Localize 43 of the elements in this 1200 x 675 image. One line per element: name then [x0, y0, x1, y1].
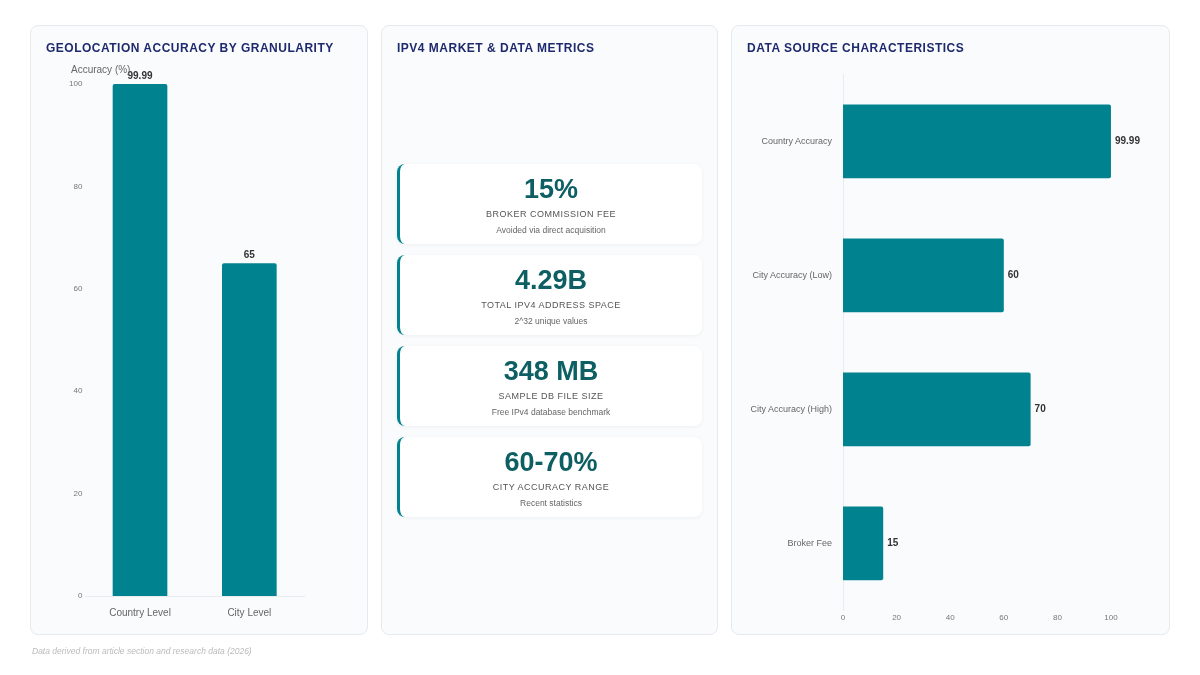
x-tick-label: 20 — [892, 613, 902, 623]
chart-title: DATA SOURCE CHARACTERISTICS — [747, 41, 965, 55]
text: BROKER COMMISSION FEE — [485, 209, 617, 219]
text: SAMPLE DB FILE SIZE — [497, 391, 605, 401]
data-label: 65 — [243, 248, 256, 260]
x-tick-label: 100 — [1104, 613, 1119, 623]
x-tick-label: 0 — [840, 613, 846, 623]
y-tick-label: 0 — [77, 591, 83, 601]
y-tick-label: 40 — [73, 386, 83, 396]
y-tick-label: City Accuracy (High) — [750, 403, 833, 414]
y-tick-label: 100 — [68, 79, 83, 89]
y-tick-label: 80 — [73, 181, 83, 191]
data-label: 70 — [1034, 403, 1047, 415]
x-tick-label: 80 — [1052, 613, 1063, 623]
data-label: 60 — [1007, 269, 1020, 281]
text: 2^32 unique values — [513, 316, 589, 326]
text: 60-70% — [503, 447, 599, 477]
bar — [843, 104, 1111, 179]
bar — [843, 506, 884, 581]
text: TOTAL IPV4 ADDRESS SPACE — [480, 300, 622, 310]
data-label: 99.99 — [1114, 135, 1141, 147]
y-tick-label: Broker Fee — [787, 537, 833, 548]
x-tick-label: City Level — [227, 606, 272, 618]
x-tick-label: 60 — [999, 613, 1009, 623]
y-tick-label: 20 — [73, 488, 83, 498]
text: Avoided via direct acquisition — [495, 225, 607, 235]
y-tick-label: City Accuracy (Low) — [752, 269, 833, 280]
data-label: 15 — [887, 537, 899, 549]
text: Recent statistics — [519, 498, 583, 508]
chart-title: GEOLOCATION ACCURACY BY GRANULARITY — [46, 41, 334, 55]
y-tick-label: Country Accuracy — [761, 135, 833, 146]
bar — [843, 372, 1031, 447]
text: 348 MB — [502, 356, 600, 386]
text: 4.29B — [513, 265, 589, 295]
text: Free IPv4 database benchmark — [490, 407, 612, 417]
x-tick-label: 40 — [945, 613, 956, 623]
y-tick-label: 60 — [73, 284, 83, 293]
bar — [843, 238, 1004, 313]
y-axis-title: Accuracy (%) — [71, 64, 131, 75]
text: CITY ACCURACY RANGE — [491, 482, 611, 492]
x-tick-label: Country Level — [109, 606, 171, 618]
text: 15% — [522, 174, 579, 204]
text: IPV4 MARKET & DATA METRICS — [397, 41, 595, 55]
